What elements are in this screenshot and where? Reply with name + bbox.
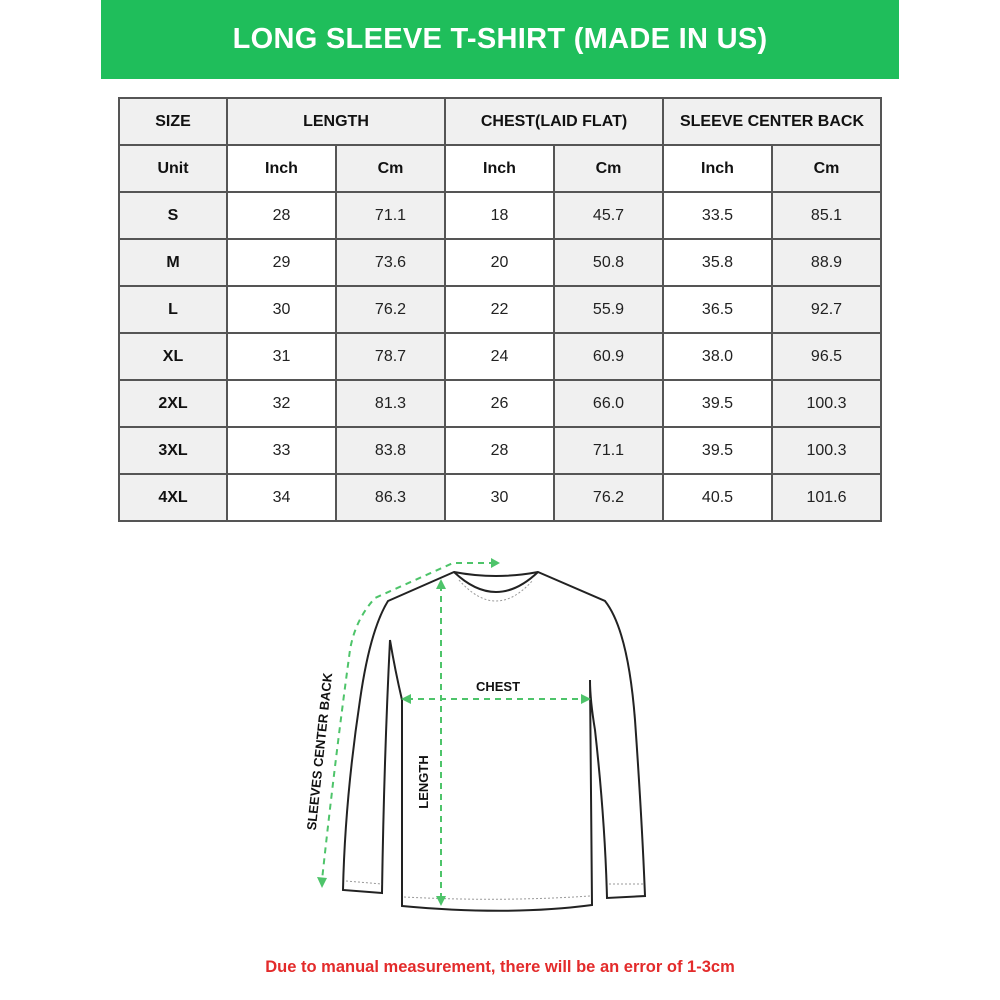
value-cell: 30 xyxy=(444,473,555,522)
table-row: L 30 76.2 22 55.9 36.5 92.7 xyxy=(118,285,882,334)
value-cell: 81.3 xyxy=(335,379,446,428)
value-cell: 88.9 xyxy=(771,238,882,287)
size-cell: M xyxy=(118,238,228,287)
unit-cell: Cm xyxy=(553,144,664,193)
value-cell: 96.5 xyxy=(771,332,882,381)
size-cell: 4XL xyxy=(118,473,228,522)
value-cell: 20 xyxy=(444,238,555,287)
value-cell: 29 xyxy=(226,238,337,287)
value-cell: 22 xyxy=(444,285,555,334)
stitching xyxy=(345,579,643,900)
value-cell: 101.6 xyxy=(771,473,882,522)
value-cell: 83.8 xyxy=(335,426,446,475)
value-cell: 32 xyxy=(226,379,337,428)
table-row: S 28 71.1 18 45.7 33.5 85.1 xyxy=(118,191,882,240)
header-sleeve: SLEEVE CENTER BACK xyxy=(662,97,882,146)
value-cell: 86.3 xyxy=(335,473,446,522)
value-cell: 71.1 xyxy=(553,426,664,475)
value-cell: 78.7 xyxy=(335,332,446,381)
unit-label: Unit xyxy=(118,144,228,193)
value-cell: 39.5 xyxy=(662,426,773,475)
table-row: 4XL 34 86.3 30 76.2 40.5 101.6 xyxy=(118,473,882,522)
table-row: 3XL 33 83.8 28 71.1 39.5 100.3 xyxy=(118,426,882,475)
size-cell: XL xyxy=(118,332,228,381)
title: LONG SLEEVE T-SHIRT (MADE IN US) xyxy=(232,23,768,55)
value-cell: 39.5 xyxy=(662,379,773,428)
value-cell: 40.5 xyxy=(662,473,773,522)
arrow-heads xyxy=(317,558,591,906)
value-cell: 85.1 xyxy=(771,191,882,240)
table-row: XL 31 78.7 24 60.9 38.0 96.5 xyxy=(118,332,882,381)
header-row: SIZE LENGTH CHEST(LAID FLAT) SLEEVE CENT… xyxy=(118,97,882,146)
sleeve-arrow xyxy=(321,562,495,881)
value-cell: 45.7 xyxy=(553,191,664,240)
length-label: LENGTH xyxy=(416,755,431,808)
header-length: LENGTH xyxy=(226,97,446,146)
size-table: SIZE LENGTH CHEST(LAID FLAT) SLEEVE CENT… xyxy=(118,97,882,522)
value-cell: 100.3 xyxy=(771,379,882,428)
value-cell: 71.1 xyxy=(335,191,446,240)
value-cell: 36.5 xyxy=(662,285,773,334)
measure-arrows xyxy=(321,562,585,900)
unit-cell: Cm xyxy=(771,144,882,193)
value-cell: 26 xyxy=(444,379,555,428)
shirt-outline xyxy=(341,570,647,912)
size-cell: L xyxy=(118,285,228,334)
unit-row: Unit Inch Cm Inch Cm Inch Cm xyxy=(118,144,882,193)
value-cell: 73.6 xyxy=(335,238,446,287)
value-cell: 66.0 xyxy=(553,379,664,428)
value-cell: 76.2 xyxy=(335,285,446,334)
value-cell: 18 xyxy=(444,191,555,240)
value-cell: 50.8 xyxy=(553,238,664,287)
unit-cell: Inch xyxy=(662,144,773,193)
chest-label: CHEST xyxy=(476,679,520,694)
unit-cell: Inch xyxy=(226,144,337,193)
table-row: M 29 73.6 20 50.8 35.8 88.9 xyxy=(118,238,882,287)
value-cell: 24 xyxy=(444,332,555,381)
value-cell: 92.7 xyxy=(771,285,882,334)
value-cell: 76.2 xyxy=(553,473,664,522)
unit-cell: Cm xyxy=(335,144,446,193)
value-cell: 33 xyxy=(226,426,337,475)
value-cell: 34 xyxy=(226,473,337,522)
table-row: 2XL 32 81.3 26 66.0 39.5 100.3 xyxy=(118,379,882,428)
unit-cell: Inch xyxy=(444,144,555,193)
header-size: SIZE xyxy=(118,97,228,146)
header-chest: CHEST(LAID FLAT) xyxy=(444,97,664,146)
size-cell: 3XL xyxy=(118,426,228,475)
value-cell: 60.9 xyxy=(553,332,664,381)
size-cell: 2XL xyxy=(118,379,228,428)
value-cell: 38.0 xyxy=(662,332,773,381)
value-cell: 33.5 xyxy=(662,191,773,240)
size-cell: S xyxy=(118,191,228,240)
value-cell: 28 xyxy=(444,426,555,475)
value-cell: 55.9 xyxy=(553,285,664,334)
value-cell: 31 xyxy=(226,332,337,381)
value-cell: 100.3 xyxy=(771,426,882,475)
value-cell: 30 xyxy=(226,285,337,334)
value-cell: 28 xyxy=(226,191,337,240)
value-cell: 35.8 xyxy=(662,238,773,287)
title-banner: LONG SLEEVE T-SHIRT (MADE IN US) xyxy=(101,0,899,79)
measurement-note: Due to manual measurement, there will be… xyxy=(265,958,735,976)
